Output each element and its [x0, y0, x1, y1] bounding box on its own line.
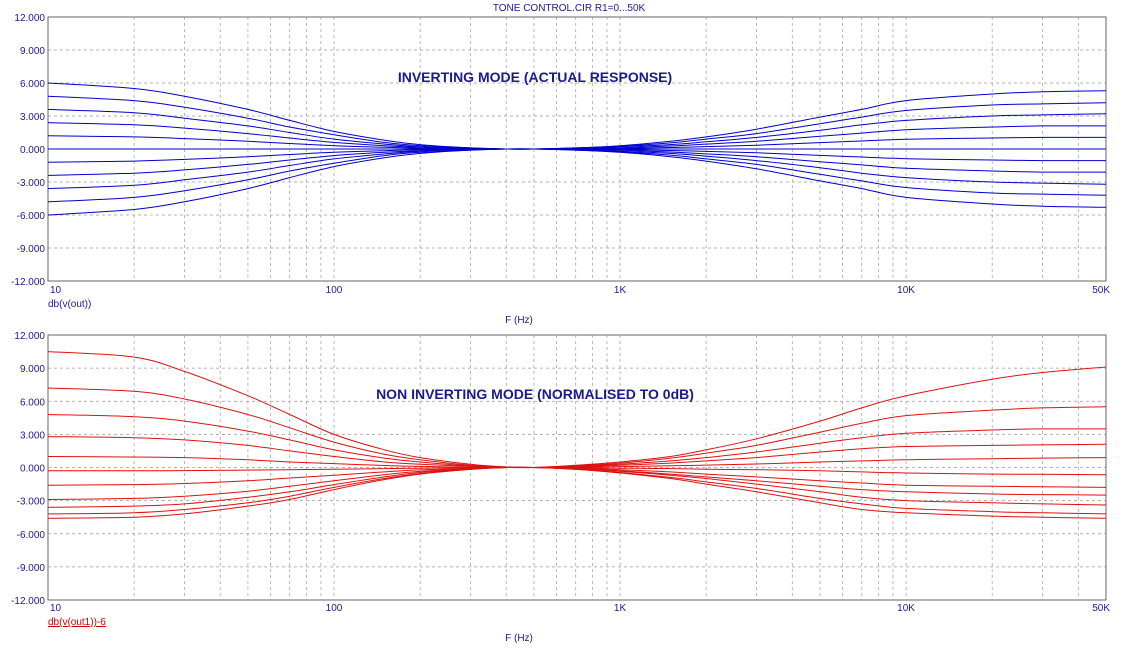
y-tick-label: 12.000: [14, 331, 45, 342]
y-tick-label: -12.000: [11, 596, 45, 607]
y-tick-label: 6.000: [20, 79, 45, 90]
x-axis-label: F (Hz): [505, 315, 533, 326]
series-group: [47, 82, 1107, 216]
y-tick-label: 9.000: [20, 364, 45, 375]
trace-label: db(v(out1))-6: [48, 617, 106, 628]
series-line-11: [47, 466, 1107, 519]
x-tick-label: 50K: [1092, 285, 1110, 296]
y-tick-label: 3.000: [20, 430, 45, 441]
y-tick-label: 12.000: [14, 13, 45, 24]
y-tick-label: 3.000: [20, 112, 45, 123]
window-title: TONE CONTROL.CIR R1=0...50K: [493, 3, 646, 14]
x-axis-label: F (Hz): [505, 633, 533, 644]
x-tick-label: 10: [50, 285, 62, 296]
y-tick-label: 0.000: [20, 145, 45, 156]
y-tick-label: 6.000: [20, 397, 45, 408]
y-tick-label: -3.000: [17, 178, 46, 189]
chart-panel-non-inverting: 12.000 9.000 6.000 3.000 0.000 -3.000 -6.000 -9…: [11, 331, 1110, 644]
chart-panel-inverting: 12.000 9.000 6.000 3.000 0.000 -3.000 -6.000 -9…: [11, 13, 1110, 326]
y-tick-label: -9.000: [17, 244, 46, 255]
y-tick-label: -6.000: [17, 530, 46, 541]
x-tick-label: 1K: [614, 603, 627, 614]
y-tick-label: -6.000: [17, 211, 46, 222]
x-tick-label: 1K: [614, 285, 627, 296]
y-tick-label: 0.000: [20, 464, 45, 475]
x-tick-label: 10K: [897, 603, 915, 614]
series-line-11: [47, 148, 1107, 216]
x-tick-label: 100: [326, 285, 343, 296]
x-tick-label: 50K: [1092, 603, 1110, 614]
y-tick-label: -3.000: [17, 497, 46, 508]
trace-label: db(v(out)): [48, 299, 91, 310]
y-tick-label: -9.000: [17, 563, 46, 574]
y-tick-label: 9.000: [20, 46, 45, 57]
series-group: [47, 351, 1107, 519]
x-tick-label: 10: [50, 603, 62, 614]
grid: [48, 335, 1106, 600]
y-tick-label: -12.000: [11, 277, 45, 288]
x-tick-label: 100: [326, 603, 343, 614]
panel-title: INVERTING MODE (ACTUAL RESPONSE): [398, 69, 672, 85]
panel-title: NON INVERTING MODE (NORMALISED TO 0dB): [376, 386, 694, 402]
x-tick-label: 10K: [897, 285, 915, 296]
